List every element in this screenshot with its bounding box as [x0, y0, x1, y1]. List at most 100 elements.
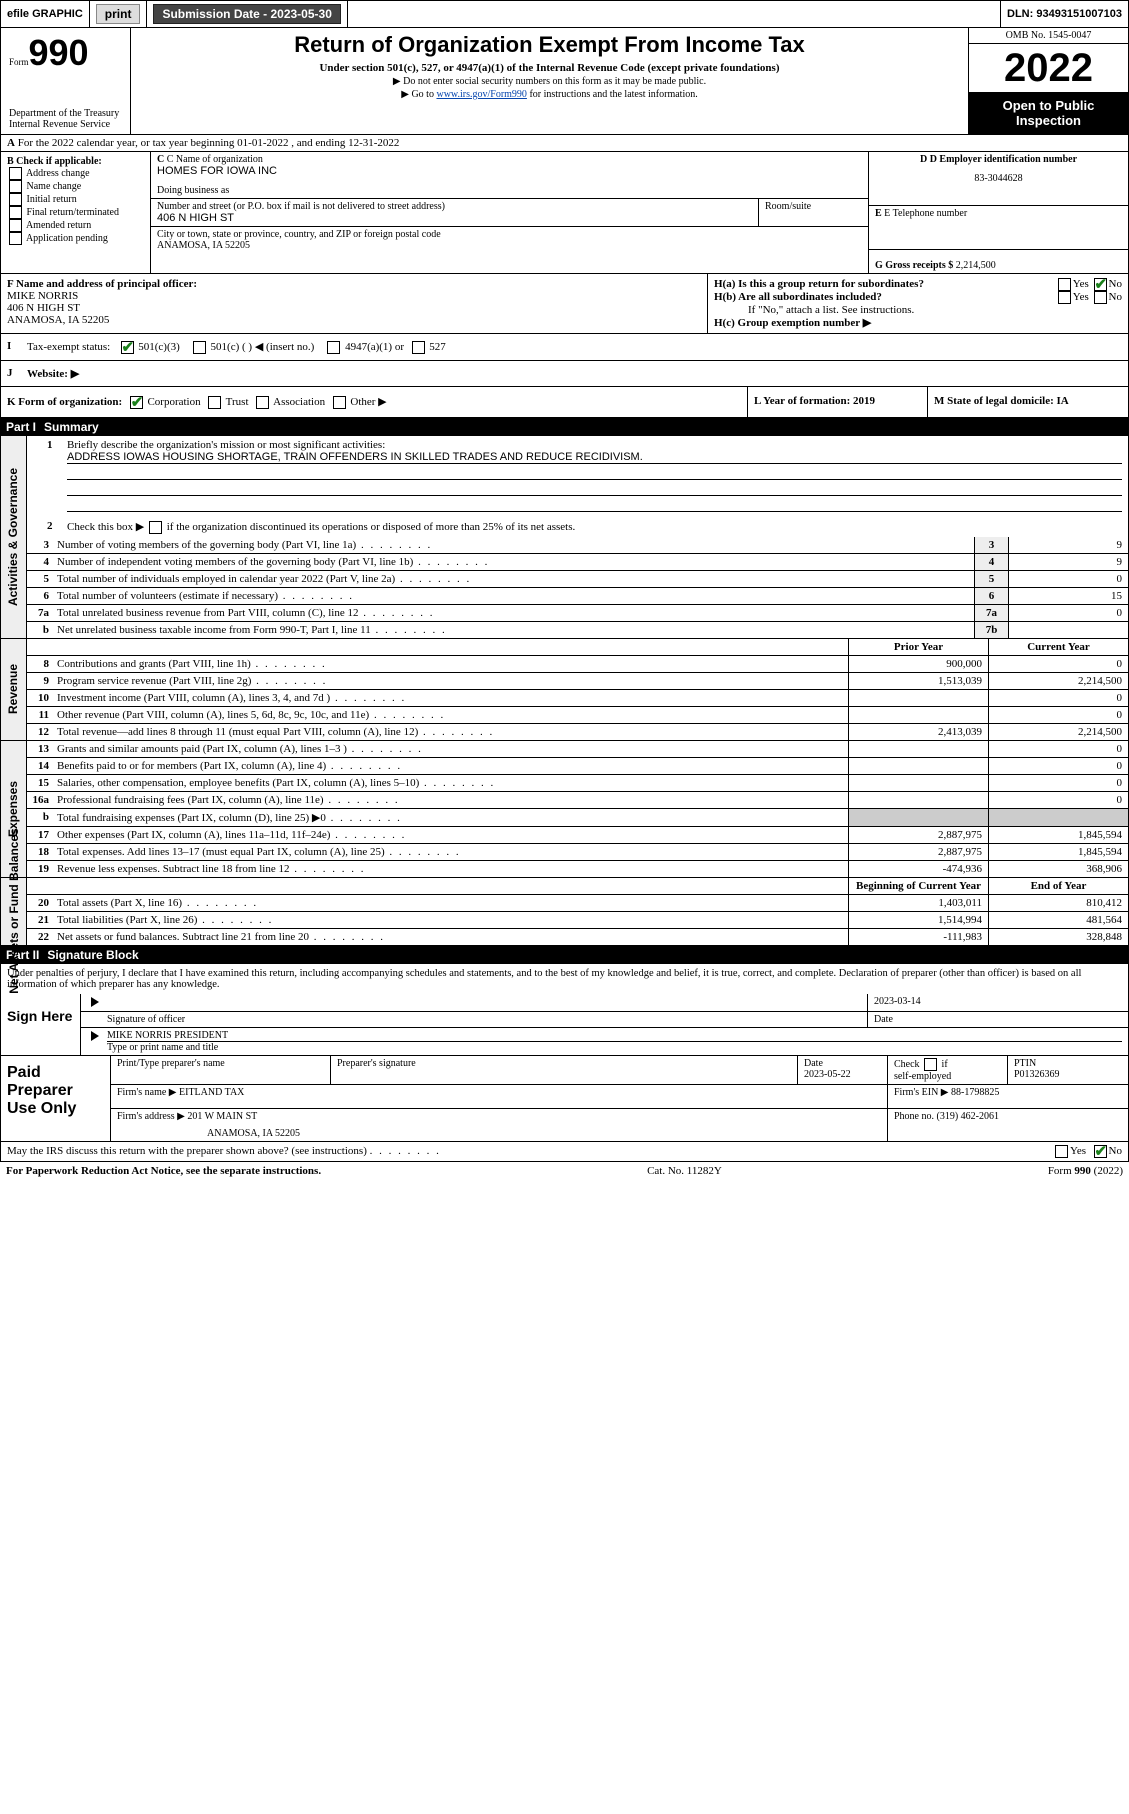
- subtitle: Under section 501(c), 527, or 4947(a)(1)…: [135, 62, 964, 74]
- part2-header: Part II Signature Block: [0, 946, 1129, 964]
- col-b-checkboxes: B Check if applicable: Address change Na…: [1, 152, 151, 273]
- table-row: 10Investment income (Part VIII, column (…: [27, 690, 1128, 707]
- paid-preparer-block: Paid Preparer Use Only Print/Type prepar…: [0, 1056, 1129, 1142]
- chk-corp[interactable]: [130, 396, 143, 409]
- address-row: Number and street (or P.O. box if mail i…: [151, 199, 758, 227]
- chk-app-pending[interactable]: [9, 232, 22, 245]
- chk-amended[interactable]: [9, 219, 22, 232]
- org-name: HOMES FOR IOWA INC: [157, 165, 862, 177]
- table-row: 4Number of independent voting members of…: [27, 554, 1128, 571]
- table-row: 3Number of voting members of the governi…: [27, 537, 1128, 554]
- firm-ein: 88-1798825: [951, 1087, 999, 1098]
- form-header: Form990 Department of the Treasury Inter…: [0, 28, 1129, 135]
- part1-header: Part I Summary: [0, 418, 1129, 436]
- form-number: 990: [29, 32, 89, 73]
- arrow-icon: [91, 997, 99, 1007]
- table-row: 21Total liabilities (Part X, line 26)1,5…: [27, 912, 1128, 929]
- form-ref: Form 990 (2022): [1048, 1165, 1123, 1177]
- ein-block: D D Employer identification number 83-30…: [869, 152, 1128, 206]
- chk-ha-yes[interactable]: [1058, 278, 1071, 291]
- side-tab-governance: Activities & Governance: [1, 436, 27, 638]
- gross-receipts: G Gross receipts $ 2,214,500: [869, 250, 1128, 273]
- table-row: 6Total number of volunteers (estimate if…: [27, 588, 1128, 605]
- chk-501c[interactable]: [193, 341, 206, 354]
- paid-preparer-label: Paid Preparer Use Only: [1, 1056, 111, 1141]
- hdr-beginning: Beginning of Current Year: [848, 878, 988, 894]
- prep-sig-label: Preparer's signature: [331, 1056, 798, 1084]
- chk-name-change[interactable]: [9, 180, 22, 193]
- table-row: 9Program service revenue (Part VIII, lin…: [27, 673, 1128, 690]
- chk-hb-yes[interactable]: [1058, 291, 1071, 304]
- section-bcdeg: B Check if applicable: Address change Na…: [0, 152, 1129, 274]
- chk-address-change[interactable]: [9, 167, 22, 180]
- prep-date: 2023-05-22: [804, 1069, 851, 1080]
- open-to-public: Open to Public Inspection: [969, 92, 1128, 134]
- omb-number: OMB No. 1545-0047: [969, 28, 1128, 44]
- sig-date-label: Date: [868, 1012, 1128, 1027]
- form-number-block: Form990: [1, 28, 131, 104]
- ein-value: 83-3044628: [875, 173, 1122, 184]
- chk-initial-return[interactable]: [9, 193, 22, 206]
- sig-date-value: 2023-03-14: [868, 994, 1128, 1011]
- group-return-block: H(a) Is this a group return for subordin…: [708, 274, 1128, 333]
- chk-final-return[interactable]: [9, 206, 22, 219]
- table-row: 12Total revenue—add lines 8 through 11 (…: [27, 724, 1128, 740]
- prep-name-label: Print/Type preparer's name: [111, 1056, 331, 1084]
- table-row: 18Total expenses. Add lines 13–17 (must …: [27, 844, 1128, 861]
- telephone-block: E E Telephone number: [869, 206, 1128, 250]
- chk-hb-no[interactable]: [1094, 291, 1107, 304]
- cat-no: Cat. No. 11282Y: [647, 1165, 722, 1177]
- chk-self-employed[interactable]: [924, 1058, 937, 1071]
- net-header-row: Beginning of Current Year End of Year: [27, 878, 1128, 895]
- table-row: 11Other revenue (Part VIII, column (A), …: [27, 707, 1128, 724]
- mission-block: 1 Briefly describe the organization's mi…: [27, 436, 1128, 517]
- col-deg: D D Employer identification number 83-30…: [868, 152, 1128, 273]
- officer-name-title: MIKE NORRIS PRESIDENT: [107, 1030, 1122, 1042]
- year-formation: L Year of formation: 2019: [748, 387, 928, 417]
- goto-line: ▶ Go to www.irs.gov/Form990 for instruct…: [135, 89, 964, 100]
- print-button[interactable]: print: [90, 1, 148, 27]
- room-suite: Room/suite: [758, 199, 868, 227]
- table-row: 17Other expenses (Part IX, column (A), l…: [27, 827, 1128, 844]
- chk-501c3[interactable]: [121, 341, 134, 354]
- street-address: 406 N HIGH ST: [157, 212, 752, 224]
- chk-527[interactable]: [412, 341, 425, 354]
- form-of-org: K Form of organization: Corporation Trus…: [1, 387, 748, 417]
- table-row: 20Total assets (Part X, line 16)1,403,01…: [27, 895, 1128, 912]
- footer: For Paperwork Reduction Act Notice, see …: [0, 1162, 1129, 1180]
- firm-phone: (319) 462-2061: [937, 1111, 1000, 1122]
- discuss-row: May the IRS discuss this return with the…: [0, 1142, 1129, 1162]
- chk-assoc[interactable]: [256, 396, 269, 409]
- chk-ha-no[interactable]: [1094, 278, 1107, 291]
- hdr-prior-year: Prior Year: [848, 639, 988, 655]
- side-tab-revenue: Revenue: [1, 639, 27, 740]
- table-row: 15Salaries, other compensation, employee…: [27, 775, 1128, 792]
- chk-4947[interactable]: [327, 341, 340, 354]
- table-row: 14Benefits paid to or for members (Part …: [27, 758, 1128, 775]
- hdr-current-year: Current Year: [988, 639, 1128, 655]
- efile-topbar: efile GRAPHIC print Submission Date - 20…: [0, 0, 1129, 28]
- col-c-org-info: C C Name of organization HOMES FOR IOWA …: [151, 152, 868, 273]
- table-row: 19Revenue less expenses. Subtract line 1…: [27, 861, 1128, 877]
- chk-other[interactable]: [333, 396, 346, 409]
- main-title: Return of Organization Exempt From Incom…: [135, 32, 964, 58]
- paperwork-notice: For Paperwork Reduction Act Notice, see …: [6, 1165, 321, 1177]
- form990-link[interactable]: www.irs.gov/Form990: [436, 89, 526, 100]
- chk-discontinued[interactable]: [149, 521, 162, 534]
- city-row: City or town, state or province, country…: [151, 227, 868, 253]
- dept-treasury: Department of the Treasury Internal Reve…: [1, 104, 131, 134]
- chk-discuss-no[interactable]: [1094, 1145, 1107, 1158]
- chk-trust[interactable]: [208, 396, 221, 409]
- table-row: 22Net assets or fund balances. Subtract …: [27, 929, 1128, 945]
- firm-address: 201 W MAIN ST: [187, 1111, 257, 1122]
- chk-discuss-yes[interactable]: [1055, 1145, 1068, 1158]
- table-row: 8Contributions and grants (Part VIII, li…: [27, 656, 1128, 673]
- section-revenue: Revenue Prior Year Current Year 8Contrib…: [1, 638, 1128, 740]
- officer-name: MIKE NORRIS: [7, 290, 701, 302]
- submission-date: Submission Date - 2023-05-30: [147, 1, 347, 27]
- org-name-row: C C Name of organization HOMES FOR IOWA …: [151, 152, 868, 199]
- section-fh: F Name and address of principal officer:…: [0, 274, 1129, 334]
- mission-text: ADDRESS IOWAS HOUSING SHORTAGE, TRAIN OF…: [67, 451, 1122, 464]
- table-row: bNet unrelated business taxable income f…: [27, 622, 1128, 638]
- table-row: 16aProfessional fundraising fees (Part I…: [27, 792, 1128, 809]
